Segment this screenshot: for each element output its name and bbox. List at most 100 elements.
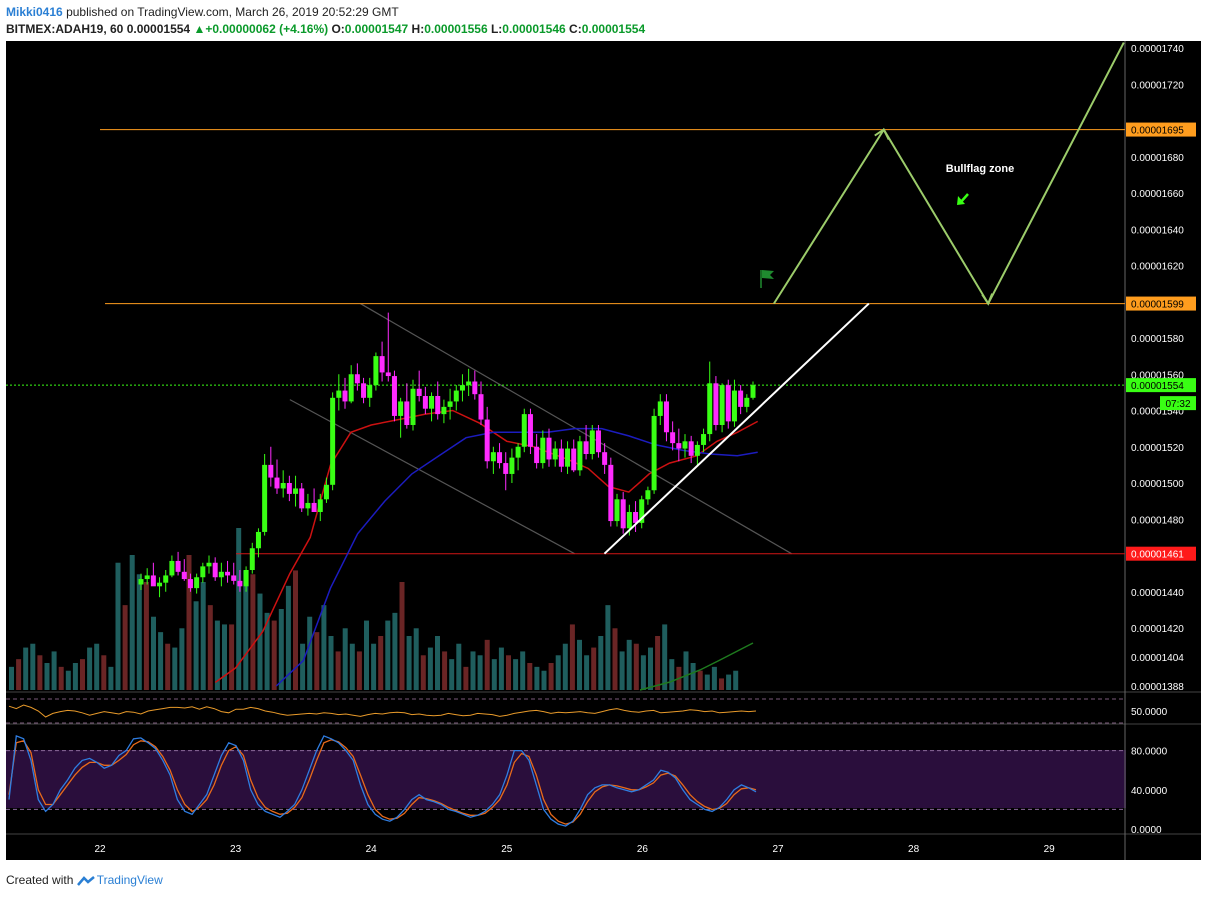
volume-bar [158, 632, 164, 690]
y-tick-label: 0.00001440 [1131, 588, 1184, 599]
volume-bar [484, 639, 490, 690]
volume-bar [214, 620, 220, 690]
candle-body [459, 385, 465, 391]
candle-body [466, 381, 472, 386]
x-tick-label: 25 [501, 844, 513, 855]
volume-bar [37, 655, 43, 690]
candle-body [181, 571, 187, 580]
volume-bar [697, 670, 703, 690]
volume-bar [87, 647, 93, 690]
candle-body [206, 562, 212, 567]
volume-bar [520, 651, 526, 690]
candle-body [583, 441, 589, 454]
volume-bar [662, 624, 668, 690]
candle-body [472, 381, 478, 395]
candle-body [163, 575, 169, 583]
volume-bar [591, 647, 597, 690]
volume-bar [229, 624, 235, 690]
volume-ma-line [639, 642, 754, 691]
candle-body [330, 397, 336, 485]
candle-body [744, 397, 750, 407]
volume-bar [392, 612, 398, 690]
candle-body [515, 446, 521, 458]
countdown-text: 07:32 [1165, 399, 1190, 410]
candle-body [738, 390, 744, 407]
volume-bar [151, 616, 156, 690]
volume-bar [640, 655, 646, 690]
candle-body [274, 477, 280, 489]
high-label: H: [411, 22, 425, 36]
candle-body [194, 577, 200, 589]
candle-body [682, 441, 688, 449]
candle-body [317, 499, 323, 512]
published-text: published on TradingView.com, March 26, … [66, 5, 399, 19]
x-tick-label: 27 [772, 844, 784, 855]
stoch-k-line [8, 734, 757, 827]
volume-bar [9, 666, 14, 690]
volume-bar [16, 659, 22, 690]
candle-body [750, 385, 756, 398]
candle-body [589, 430, 595, 454]
y-tick-label: 0.00001480 [1131, 515, 1184, 526]
volume-bar [179, 628, 185, 690]
candle-body [527, 414, 533, 447]
volume-bar [626, 639, 632, 690]
candle-body [255, 531, 261, 549]
volume-bar [264, 612, 270, 690]
volume-bar [293, 570, 298, 690]
volume-bar [342, 628, 348, 690]
volume-bar [456, 643, 462, 690]
volume-bar [371, 643, 377, 690]
volume-bar [470, 651, 476, 690]
volume-bar [726, 674, 732, 690]
volume-bar [222, 624, 227, 690]
candle-body [367, 385, 373, 398]
author-name[interactable]: Mikki0416 [6, 5, 63, 19]
volume-bar [399, 582, 405, 690]
candle-body [280, 483, 286, 489]
candle-body [144, 575, 150, 580]
chart-background [6, 41, 1201, 860]
volume-bar [669, 659, 675, 690]
volume-bar [165, 643, 171, 690]
y-tick-label: 0.00001660 [1131, 189, 1184, 200]
candle-body [299, 488, 305, 509]
volume-bar [648, 647, 653, 690]
candle-body [447, 401, 453, 407]
high-value: 0.00001556 [424, 22, 488, 36]
volume-bar [51, 651, 57, 690]
volume-bar [534, 666, 540, 690]
candle-body [453, 390, 459, 402]
price-change: +0.00000062 (+4.16%) [205, 22, 329, 36]
candle-body [688, 441, 694, 456]
candle-body [385, 372, 391, 377]
volume-bar [115, 562, 121, 690]
down-left-arrow-icon [957, 193, 969, 205]
candle-body [731, 390, 737, 422]
volume-bar [711, 666, 717, 690]
tradingview-link[interactable]: TradingView [96, 873, 163, 887]
candle-body [534, 446, 540, 464]
volume-bar [200, 582, 206, 690]
volume-bar [605, 605, 611, 690]
volume-bar [236, 528, 242, 690]
candle-body [657, 401, 663, 416]
candle-body [416, 388, 422, 396]
open-label: O: [331, 22, 345, 36]
candle-body [237, 580, 243, 587]
flag-icon[interactable] [760, 270, 774, 288]
volume-bar [72, 663, 78, 690]
volume-bar [683, 651, 689, 690]
candle-body [361, 383, 367, 398]
x-tick-label: 22 [94, 844, 106, 855]
volume-bar [704, 674, 710, 690]
volume-bar [527, 663, 533, 690]
volume-bar [143, 582, 149, 690]
volume-bar [513, 659, 519, 690]
y-tick-label: 0.00001640 [1131, 225, 1184, 236]
candle-body [490, 452, 496, 462]
price-label-text: 0.00001554 [1131, 381, 1184, 392]
volume-bar [307, 616, 313, 690]
candle-body [323, 484, 329, 500]
